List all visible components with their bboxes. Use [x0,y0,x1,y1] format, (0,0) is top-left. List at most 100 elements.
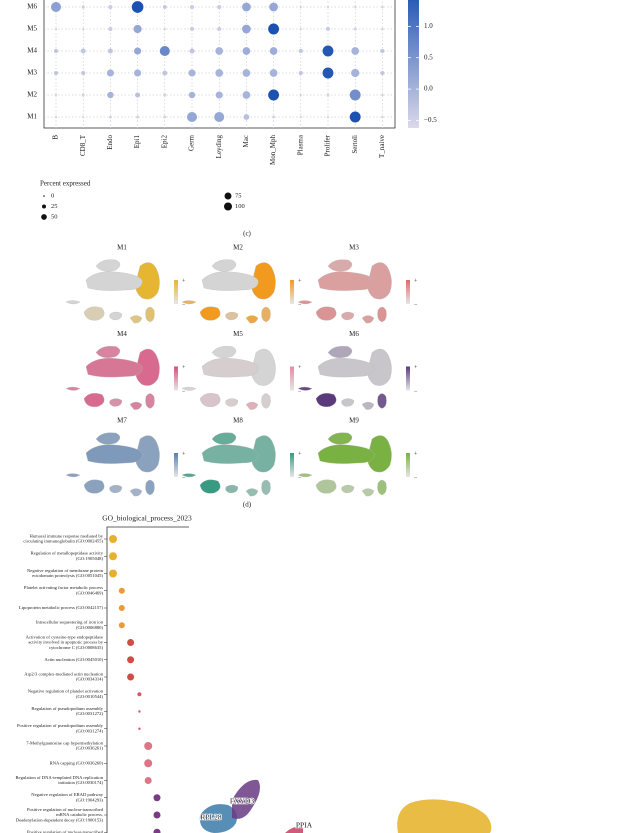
umap-cluster [181,386,197,391]
umap-cluster [83,306,105,321]
umap-cluster [315,393,337,407]
umap-cluster [145,479,155,496]
scale-label: − [298,475,302,481]
dot [217,26,222,32]
scale-label: − [182,389,186,395]
dot [134,69,142,77]
x-tick-label: Leyding [215,135,223,159]
go-term: Humoral immune response mediated by [30,533,104,538]
umap-cluster [297,386,313,391]
dot [269,2,278,12]
go-term: cytochrome C (GO:0008635) [49,645,104,650]
dot [188,91,196,99]
dot [189,26,195,32]
umap-cluster [201,358,259,378]
go-dot [144,777,152,784]
umap-cluster [341,398,355,407]
go-dot [127,673,135,681]
go-term: Lipoprotein metabolic process (GO:004215… [19,605,104,610]
go-term: Platelet activating factor metabolic pro… [24,585,103,590]
go-term: Intracellular sequestering of iron ion [36,620,104,625]
x-tick-label: Epi1 [133,135,141,149]
umap-cluster [95,432,121,445]
dot [272,115,276,119]
legend-dot [224,192,232,200]
dot [107,91,114,99]
umap-cluster [367,262,392,300]
umap-cluster [199,306,221,321]
umap-cluster [135,435,160,473]
module-colorbar [406,366,410,391]
go-dot [109,552,117,561]
dot [186,111,198,123]
umap-cluster [85,271,143,291]
dot [351,47,360,55]
umap-cluster [65,473,81,478]
x-tick-label: Prolifer [324,134,332,156]
dot [135,92,141,98]
umap-cluster [245,488,259,497]
module-title: M3 [349,244,359,252]
dotplot-frame [43,0,396,129]
y-tick-label: M6 [27,3,37,11]
dot [131,1,144,13]
go-dot [127,656,135,664]
umap-cluster [201,444,259,464]
go-term: (GO:0034314) [76,677,104,682]
go-dot [118,605,125,611]
go-dot [109,535,117,543]
module-colorbar [174,280,178,304]
dot [136,115,140,119]
module-title: M7 [117,417,127,425]
umap-cluster [327,259,353,272]
dot [81,5,85,9]
module-colorbar [290,366,294,391]
go-term: Negative regulation of ERAD pathway [31,792,103,797]
module-colorbar [406,453,410,477]
legend-dot [41,214,47,220]
go-term: Negative regulation of membrane protein [27,568,104,573]
go-term: (GO:0031272) [76,711,104,716]
dot [326,5,330,9]
dot [380,70,385,76]
legend-label: 75 [235,192,242,199]
size-legend-title: Percent expressed [40,180,91,188]
umap-cluster [145,306,155,323]
umap-cluster [135,262,160,300]
dot [242,2,251,12]
dot [108,26,113,32]
umap-cluster [251,435,276,473]
x-tick-label: Mon_Mph [269,135,277,165]
umap-cluster [109,398,123,407]
gene-label: RPL28 [200,813,222,822]
dot [269,47,278,55]
umap-cluster [317,444,375,464]
dot [380,48,385,54]
dot [381,27,384,31]
panel-label: (d) [243,501,252,509]
dot [108,115,112,119]
dot [353,27,357,31]
umap-cluster [297,473,313,478]
umap-cluster [245,315,259,324]
dot [81,93,85,97]
go-term: 7-Methylguanosine cap hypermethylation [26,740,104,745]
module-title: M1 [117,244,127,252]
scale-label: + [414,365,418,371]
go-term: Regulation of metallopeptidase activity [31,551,104,556]
dot [80,48,86,54]
go-dot [118,622,125,629]
scale-label: + [414,451,418,457]
go-term: Regulation of pseudopodium assembly [31,706,103,711]
dot [106,69,114,77]
umap-cluster [211,345,237,358]
umap [181,259,276,324]
go-term: Positive regulation of nuclear-transcrib… [27,807,104,812]
dot [162,70,168,76]
cluster-blob [232,779,260,819]
legend-label: 0 [51,192,54,199]
module-colorbar [290,453,294,477]
colorbar-label: 0.5 [424,53,433,61]
dot [82,27,85,31]
dot [54,93,58,97]
